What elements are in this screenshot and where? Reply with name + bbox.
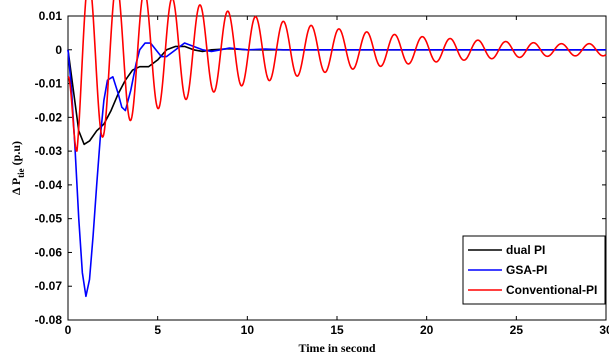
legend-label-gsa-pi: GSA-PI (506, 263, 547, 277)
legend-label-conventional-pi: Conventional-PI (506, 283, 597, 297)
x-tick-label: 15 (330, 323, 344, 337)
legend-label-dual-pi: dual PI (506, 243, 545, 257)
axis-tick-labels: 0 5 10 15 20 25 30 0.01 0 -0.01 -0.02 -0.03 -0.04 -0.… (35, 9, 609, 337)
series-lines (67, 0, 607, 298)
y-tick-label: -0.02 (35, 110, 63, 124)
series-line-gsa-pi (67, 42, 606, 298)
y-tick-label: -0.01 (35, 77, 63, 91)
x-tick-label: 20 (420, 323, 434, 337)
series-line-conventional-pi (67, 0, 607, 152)
y-tick-label: -0.07 (35, 279, 63, 293)
x-tick-label: 5 (154, 323, 161, 337)
x-tick-label: 0 (65, 323, 72, 337)
y-tick-label: -0.06 (35, 245, 63, 259)
x-tick-label: 10 (241, 323, 255, 337)
y-tick-label: 0.01 (39, 9, 63, 23)
y-tick-label: -0.04 (35, 178, 63, 192)
x-axis-label: Time in second (298, 341, 375, 354)
x-tick-label: 25 (510, 323, 524, 337)
y-tick-label: -0.03 (35, 144, 63, 158)
y-tick-label: -0.08 (35, 313, 63, 327)
y-axis-label: Δ Ptie (p.u) (9, 141, 26, 195)
x-tick-label: 30 (599, 323, 609, 337)
y-tick-label: -0.05 (35, 212, 63, 226)
y-tick-label: 0 (55, 43, 62, 57)
legend: dual PI GSA-PI Conventional-PI (462, 235, 606, 305)
